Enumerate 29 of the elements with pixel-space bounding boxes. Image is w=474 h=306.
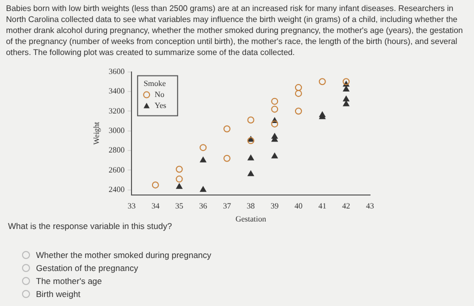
legend-label: No: [154, 90, 164, 99]
x-axis-title: Gestation: [235, 214, 266, 224]
x-tick-label: 35: [175, 202, 184, 211]
y-tick-label: 3200: [108, 106, 125, 116]
x-tick-label: 42: [342, 202, 350, 211]
y-tick-label: 3400: [108, 86, 125, 96]
y-axis-title: Weight: [92, 121, 101, 145]
y-tick-label: 3000: [108, 126, 125, 135]
y-tick-label: 3600: [108, 66, 125, 76]
text: Gestation of the pregnancy: [36, 263, 138, 273]
text: What is the response variable in this study?: [8, 221, 172, 231]
chart-title: Babies born with low birth weights (less than 2500 grams) are at an increased risk for many infant diseases. Researchers in North Carolina collected data to see what variables may influence the birth weight (in grams) of a child, including whether the mother drank alcohol during pregnancy, whether the mother smoked during pregnancy, the mother's age (years), the gestation of the pregnancy (number of weeks from conception until birth), the mother's race, the length of the birth (hours), and several others. The following plot was created to summarize some of the data collected.: [6, 3, 464, 58]
y-tick-label: 2800: [108, 146, 125, 155]
x-tick-label: 40: [294, 202, 302, 211]
y-tick-label: 2600: [108, 165, 125, 174]
legend-label: Yes: [154, 100, 166, 110]
legend-title: Smoke: [144, 78, 166, 88]
x-tick-label: 33: [128, 202, 136, 211]
x-tick-label: 37: [222, 202, 231, 211]
y-tick-label: 2400: [108, 184, 125, 194]
x-tick-label: 38: [246, 202, 255, 211]
x-tick-label: 39: [270, 202, 279, 211]
x-tick-label: 34: [151, 202, 160, 211]
text: Whether the mother smoked during pregnancy: [36, 250, 212, 260]
x-tick-label: 36: [199, 202, 208, 211]
x-tick-label: 41: [318, 202, 326, 211]
x-tick-label: 43: [366, 202, 374, 211]
text: The mother's age: [36, 276, 102, 286]
text: Birth weight: [36, 289, 80, 299]
